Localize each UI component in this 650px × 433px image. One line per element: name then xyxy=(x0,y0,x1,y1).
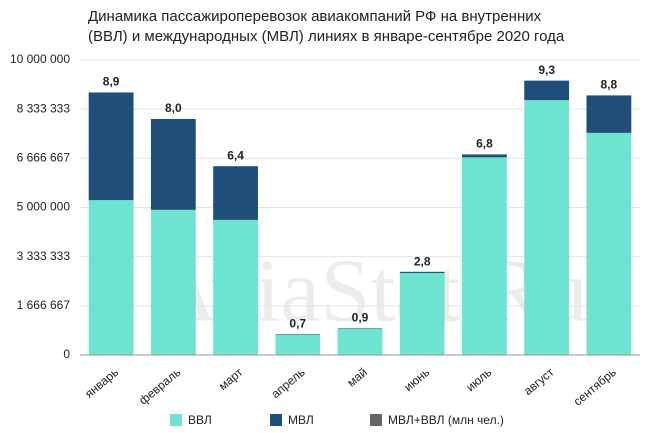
bar-segment xyxy=(524,100,570,356)
bar-segment xyxy=(462,157,507,355)
bar-segment xyxy=(462,154,507,158)
total-label: 9,3 xyxy=(538,63,555,77)
x-tick-label: май xyxy=(344,365,370,390)
y-tick-label: 5 000 000 xyxy=(17,200,71,214)
legend-swatch xyxy=(170,414,182,426)
total-label: 6,4 xyxy=(227,148,244,162)
bar-segment xyxy=(150,209,196,355)
total-label: 0,9 xyxy=(352,311,369,325)
total-label: 8,9 xyxy=(103,75,120,89)
bar-segment xyxy=(275,334,321,355)
bar-segment xyxy=(337,329,383,355)
bar-segment xyxy=(88,92,134,201)
bar-segment xyxy=(586,132,632,355)
legend-label: МВЛ+ВВЛ (млн чел.) xyxy=(388,413,504,427)
y-tick-label: 0 xyxy=(63,347,70,361)
y-tick-label: 1 666 667 xyxy=(17,298,71,312)
x-tick-label: март xyxy=(216,365,246,393)
x-tick-label: апрель xyxy=(269,365,308,401)
x-tick-label: январь xyxy=(82,365,121,401)
x-tick-label: июль xyxy=(463,365,494,394)
total-label: 8,0 xyxy=(165,101,182,115)
legend-swatch xyxy=(370,414,382,426)
bar-segment xyxy=(213,166,258,220)
bar-segment xyxy=(586,95,632,133)
legend-label: МВЛ xyxy=(288,413,314,427)
y-tick-label: 10 000 000 xyxy=(10,52,70,66)
bar-segment xyxy=(399,271,445,273)
bar-segment xyxy=(399,272,445,355)
x-tick-label: август xyxy=(521,365,557,398)
total-label: 2,8 xyxy=(414,255,431,269)
x-tick-label: июнь xyxy=(401,365,432,394)
bar-segment xyxy=(88,200,134,355)
bar-segment xyxy=(337,328,383,330)
y-tick-label: 8 333 333 xyxy=(17,101,71,115)
y-tick-label: 3 333 333 xyxy=(17,249,71,263)
total-label: 0,7 xyxy=(289,317,306,331)
x-tick-label: февраль xyxy=(136,365,183,408)
total-label: 8,8 xyxy=(601,78,618,92)
x-tick-label: сентябрь xyxy=(571,365,619,409)
bar-segment xyxy=(524,80,570,101)
bar-segment xyxy=(213,219,258,355)
total-label: 6,8 xyxy=(476,137,493,151)
chart-title: (ВВЛ) и международных (МВЛ) линиях в янв… xyxy=(88,28,565,45)
y-tick-label: 6 666 667 xyxy=(17,151,71,165)
bar-segment xyxy=(275,334,321,335)
legend-swatch xyxy=(270,414,282,426)
legend-label: ВВЛ xyxy=(188,413,212,427)
chart-title: Динамика пассажироперевозок авиакомпаний… xyxy=(88,8,542,25)
bar-segment xyxy=(150,119,196,210)
